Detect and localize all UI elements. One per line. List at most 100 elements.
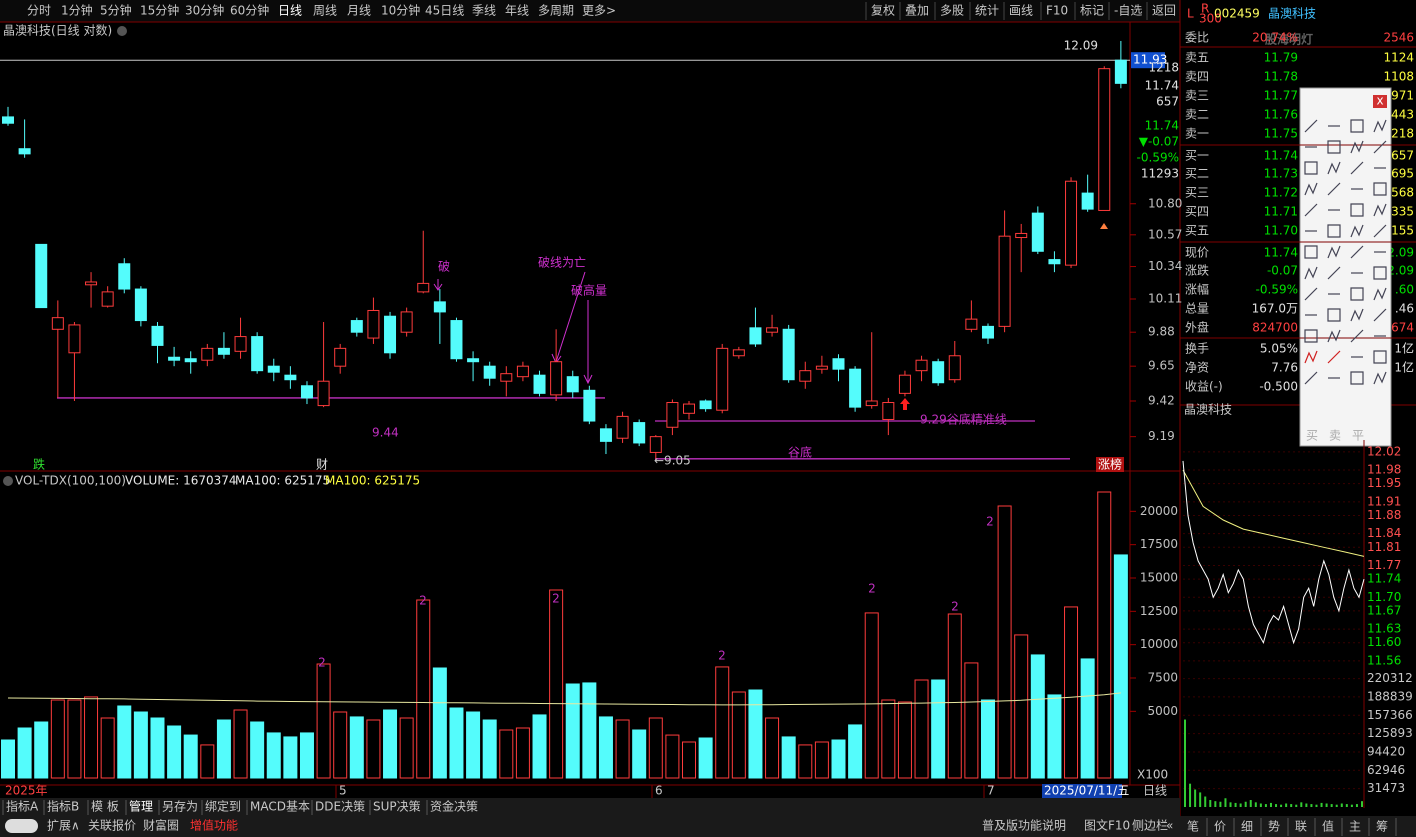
tool-icon[interactable] [1373, 287, 1387, 301]
tool-icon[interactable] [1304, 329, 1318, 343]
menu-item[interactable]: 月线 [347, 4, 371, 18]
tool-icon[interactable] [1304, 161, 1318, 175]
bottom-tab[interactable]: 模 板 [91, 800, 119, 814]
tool-icon[interactable] [1327, 224, 1341, 238]
title-dropdown[interactable] [117, 26, 127, 36]
bottom-tab[interactable]: 另存为 [162, 800, 198, 814]
tool-icon[interactable] [1350, 161, 1364, 175]
menu-item[interactable]: 5分钟 [100, 3, 132, 18]
candle-body [234, 336, 247, 352]
tool-close[interactable] [1373, 95, 1387, 108]
tool-icon[interactable] [1327, 140, 1341, 154]
tool-icon[interactable] [1304, 371, 1318, 385]
bottom-tab[interactable]: 指标A [6, 799, 39, 814]
menu-item[interactable]: 年线 [505, 4, 529, 18]
tool-icon[interactable] [1350, 329, 1364, 343]
bottom-tab[interactable]: 资金决策 [430, 799, 478, 814]
tool-icon[interactable] [1350, 119, 1364, 133]
tool-icon[interactable] [1350, 203, 1364, 217]
toggle[interactable] [5, 819, 38, 833]
bottom-tab[interactable]: 绑定到 [205, 799, 241, 814]
bottom-tab[interactable]: 管理 [129, 799, 153, 814]
tool-button[interactable]: 平 [1352, 429, 1364, 443]
menu-item[interactable]: 多股 [940, 4, 964, 18]
tool-icon[interactable] [1327, 161, 1341, 175]
bottom-tab[interactable]: 增值功能 [190, 818, 238, 833]
menu-item[interactable]: 标记 [1080, 4, 1104, 18]
bottom-tab[interactable]: 扩展∧ [47, 819, 80, 833]
tool-icon[interactable] [1327, 245, 1341, 259]
menu-item[interactable]: 复权 [871, 4, 895, 18]
panel-tab[interactable]: 价 [1214, 820, 1226, 834]
vol-dropdown[interactable] [3, 476, 13, 486]
y-tick-label: 9.19 [1148, 429, 1175, 443]
tool-icon[interactable] [1350, 287, 1364, 301]
menu-item[interactable]: F10 [1046, 4, 1068, 18]
menu-item[interactable]: 10分钟 [381, 3, 420, 18]
bottom-link[interactable]: 侧边栏 [1132, 818, 1168, 833]
tool-icon[interactable] [1304, 119, 1318, 133]
tool-icon[interactable] [1350, 245, 1364, 259]
menu-item[interactable]: 返回 [1152, 4, 1176, 18]
bottom-link[interactable]: 普及版功能说明 [982, 818, 1066, 833]
tool-icon[interactable] [1373, 371, 1387, 385]
tool-icon[interactable] [1304, 203, 1318, 217]
tool-icon[interactable] [1350, 140, 1364, 154]
bottom-tab[interactable]: SUP决策 [373, 800, 421, 814]
menu-item[interactable]: 1分钟 [61, 3, 93, 18]
menu-item[interactable]: 15分钟 [140, 3, 179, 18]
menu-item[interactable]: 多周期 [538, 4, 574, 18]
tool-icon[interactable] [1373, 224, 1387, 238]
panel-tab[interactable]: 细 [1241, 820, 1253, 834]
tool-icon[interactable] [1304, 350, 1318, 364]
panel-tab[interactable]: 笔 [1187, 819, 1199, 834]
bottom-tab[interactable]: 指标B [47, 799, 79, 814]
tool-icon[interactable] [1327, 350, 1341, 364]
menu-item[interactable]: 30分钟 [185, 3, 224, 18]
tool-icon[interactable] [1327, 329, 1341, 343]
tool-icon[interactable] [1350, 308, 1364, 322]
panel-tab[interactable]: 主 [1349, 820, 1361, 834]
menu-item[interactable]: 画线 [1009, 4, 1033, 18]
tool-button[interactable]: 买 [1306, 429, 1318, 443]
tool-icon[interactable] [1373, 266, 1387, 280]
tool-button[interactable]: 卖 [1329, 429, 1341, 443]
tool-icon[interactable] [1327, 308, 1341, 322]
menu-item[interactable]: 周线 [313, 4, 337, 18]
panel-tab[interactable]: 联 [1295, 820, 1307, 834]
bottom-link[interactable]: 图文F10 [1084, 818, 1130, 833]
menu-item[interactable]: 更多> [582, 4, 616, 18]
tool-icon[interactable] [1304, 182, 1318, 196]
menu-item[interactable]: 60分钟 [230, 3, 269, 18]
menu-item[interactable]: 45日线 [425, 4, 464, 18]
tool-icon[interactable] [1350, 224, 1364, 238]
bottom-tab[interactable]: 财富圈 [143, 818, 179, 833]
tool-icon[interactable] [1373, 203, 1387, 217]
menu-item[interactable]: 统计 [975, 4, 999, 18]
tool-icon[interactable] [1327, 266, 1341, 280]
tool-icon[interactable] [1373, 119, 1387, 133]
tool-icon[interactable] [1373, 350, 1387, 364]
bottom-tab[interactable]: MACD基本 [250, 800, 310, 814]
panel-tab[interactable]: 势 [1268, 820, 1280, 834]
bottom-link[interactable]: « [1166, 819, 1173, 833]
volume-bar [466, 711, 481, 779]
tool-icon[interactable] [1304, 266, 1318, 280]
menu-item[interactable]: 日线 [278, 4, 302, 18]
tool-icon[interactable] [1373, 308, 1387, 322]
menu-item[interactable]: 分时 [27, 4, 51, 18]
menu-item[interactable]: 季线 [472, 4, 496, 18]
menu-item[interactable]: 叠加 [905, 4, 929, 18]
bottom-tab[interactable]: 关联报价 [88, 818, 136, 833]
candle-body [732, 349, 745, 357]
tool-icon[interactable] [1373, 182, 1387, 196]
panel-tab[interactable]: 筹 [1376, 820, 1388, 834]
tool-icon[interactable] [1304, 245, 1318, 259]
panel-tab[interactable]: 值 [1322, 819, 1334, 834]
menu-item[interactable]: -自选 [1114, 4, 1142, 18]
tool-icon[interactable] [1304, 287, 1318, 301]
tool-icon[interactable] [1327, 182, 1341, 196]
bottom-tab[interactable]: DDE决策 [315, 800, 365, 814]
tool-icon[interactable] [1350, 371, 1364, 385]
tool-icon[interactable] [1373, 140, 1387, 154]
